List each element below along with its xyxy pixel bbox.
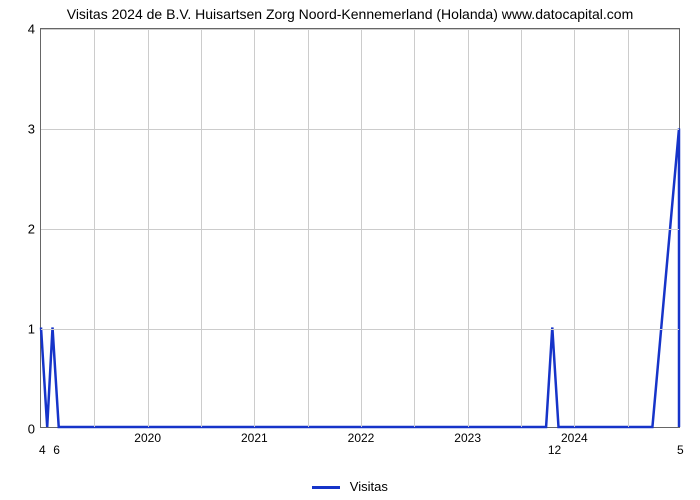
gridline-horizontal: [41, 129, 679, 130]
legend: Visitas: [0, 479, 700, 494]
ytick-label: 4: [28, 22, 41, 37]
legend-swatch: [312, 486, 340, 489]
gridline-vertical: [148, 29, 149, 427]
gridline-vertical: [94, 29, 95, 427]
gridline-horizontal: [41, 229, 679, 230]
gridline-vertical: [361, 29, 362, 427]
gridline-vertical: [414, 29, 415, 427]
chart-container: Visitas 2024 de B.V. Huisartsen Zorg Noo…: [0, 0, 700, 500]
data-annotation: 12: [548, 443, 561, 457]
plot-area: 012342020202120222023202446125: [40, 28, 680, 428]
xtick-label: 2023: [454, 427, 481, 445]
xtick-label: 2020: [134, 427, 161, 445]
data-annotation: 4: [39, 443, 46, 457]
chart-title: Visitas 2024 de B.V. Huisartsen Zorg Noo…: [0, 6, 700, 22]
ytick-label: 2: [28, 222, 41, 237]
gridline-horizontal: [41, 329, 679, 330]
xtick-label: 2024: [561, 427, 588, 445]
ytick-label: 0: [28, 422, 41, 437]
visits-line: [41, 129, 679, 428]
legend-label: Visitas: [350, 479, 388, 494]
gridline-vertical: [254, 29, 255, 427]
line-series: [41, 29, 679, 427]
ytick-label: 3: [28, 122, 41, 137]
gridline-vertical: [468, 29, 469, 427]
data-annotation: 5: [677, 443, 684, 457]
gridline-vertical: [574, 29, 575, 427]
gridline-vertical: [308, 29, 309, 427]
gridline-vertical: [521, 29, 522, 427]
gridline-vertical: [201, 29, 202, 427]
gridline-horizontal: [41, 29, 679, 30]
ytick-label: 1: [28, 322, 41, 337]
xtick-label: 2022: [348, 427, 375, 445]
xtick-label: 2021: [241, 427, 268, 445]
data-annotation: 6: [53, 443, 60, 457]
gridline-vertical: [628, 29, 629, 427]
